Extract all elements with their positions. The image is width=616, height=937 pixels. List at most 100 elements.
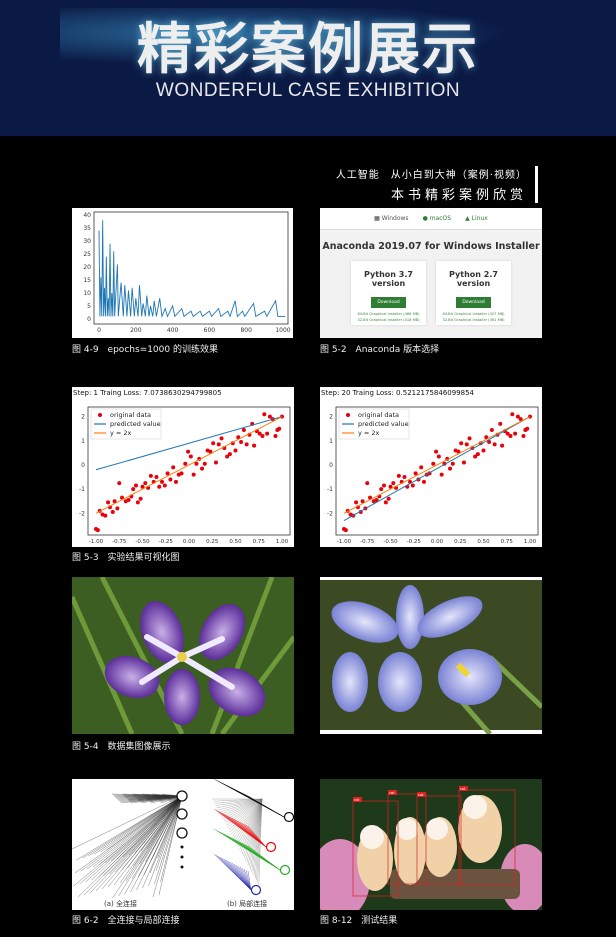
subcaption-a: (a) 全连接: [104, 900, 137, 908]
data-point: [131, 487, 136, 492]
data-point: [391, 481, 396, 486]
detection-label: cat: [354, 798, 360, 802]
connection-line: [233, 863, 252, 891]
detection-label-bg: [459, 786, 468, 791]
data-point: [521, 433, 526, 438]
data-point: [475, 452, 480, 457]
data-point: [487, 440, 492, 445]
data-point: [518, 417, 523, 422]
data-point: [277, 426, 282, 431]
figure-caption: 图 6-2 全连接与局部连接: [72, 916, 180, 926]
os-tabs: ▦ Windows ● macOS ▲ Linux: [320, 208, 542, 230]
data-point: [202, 461, 207, 466]
data-point: [498, 421, 503, 426]
data-point: [135, 500, 140, 505]
connection-line: [250, 798, 263, 870]
data-point: [528, 414, 532, 419]
data-point: [216, 442, 221, 447]
x-tick-label: -0.75: [112, 539, 127, 545]
data-point: [510, 412, 515, 417]
connection-line: [247, 870, 252, 891]
connection-line: [88, 795, 183, 857]
connection-line: [151, 795, 183, 861]
connection-line: [246, 798, 263, 863]
data-point: [211, 441, 216, 446]
x-tick-label: 800: [240, 327, 252, 334]
download-button[interactable]: Download: [371, 297, 406, 308]
x-tick-label: -1.00: [337, 539, 352, 545]
data-point: [186, 449, 191, 454]
data-point: [95, 528, 100, 533]
data-point: [200, 466, 205, 471]
neuron: [283, 811, 294, 823]
installer-link[interactable]: 32-Bit Graphical Installer (418 MB): [357, 318, 420, 322]
data-point: [157, 484, 162, 489]
python37-card: Python 3.7 version Download 64-Bit Graph…: [351, 261, 426, 325]
data-point: [225, 454, 230, 459]
detection-label-bg: [417, 792, 426, 797]
figure-caption: 图 4-9 epochs=1000 的训练效果: [72, 345, 218, 355]
chart-title: Step: 20 Traing Loss: 0.5212175846099854: [321, 389, 475, 397]
data-point: [473, 454, 478, 459]
connection-line: [239, 866, 252, 891]
scatter-chart: Step: 1 Traing Loss: 7.073863029479980​5…: [73, 389, 291, 545]
data-point: [126, 497, 131, 502]
page-title: 精彩案例展示: [136, 17, 479, 81]
installer-link[interactable]: 64-Bit Graphical Installer (486 MB): [357, 312, 420, 316]
data-point: [492, 442, 497, 447]
data-point: [368, 495, 373, 500]
connection-line: [247, 845, 281, 871]
data-point: [252, 443, 257, 448]
tab-macos[interactable]: ● macOS: [422, 215, 452, 222]
data-point: [464, 442, 469, 447]
data-point: [402, 475, 407, 480]
ellipsis-dot: [180, 855, 184, 859]
data-point: [525, 426, 530, 431]
data-point: [379, 487, 384, 492]
y-tick-label: 0: [81, 462, 85, 469]
data-point: [103, 513, 108, 518]
connection-line: [251, 798, 263, 872]
data-point: [257, 431, 262, 436]
connection-line: [146, 795, 183, 850]
connection-line: [231, 798, 263, 835]
legend-label: y = 2x: [110, 429, 132, 437]
iris-image-2: [320, 577, 542, 734]
x-tick-label: 0.25: [206, 539, 219, 545]
connection-line: [247, 795, 285, 818]
connection-line: [228, 798, 263, 830]
apple-icon: ●: [422, 215, 428, 222]
connection-line: [100, 795, 183, 853]
connection-line: [238, 798, 263, 848]
legend-label: predicted value: [358, 420, 409, 428]
connection-line: [223, 798, 263, 822]
connection-line: [139, 795, 183, 865]
connection-line: [128, 795, 183, 856]
tab-windows[interactable]: ▦ Windows: [374, 215, 409, 222]
tab-linux[interactable]: ▲ Linux: [465, 215, 488, 222]
page-subtitle: WONDERFUL CASE EXHIBITION: [155, 80, 461, 101]
data-point: [110, 510, 115, 515]
x-tick-label: 0.75: [501, 539, 514, 545]
connection-line: [72, 795, 183, 850]
data-point: [360, 499, 365, 504]
python27-card: Python 2.7 version Download 64-Bit Graph…: [436, 261, 511, 325]
ellipsis-dot: [180, 845, 184, 849]
installer-link[interactable]: 32-Bit Graphical Installer (361 MB): [442, 318, 505, 322]
legend-label: predicted value: [110, 420, 161, 428]
connection-line: [148, 795, 183, 887]
data-point: [106, 500, 111, 505]
detection-label: cat: [389, 791, 395, 795]
installer-link[interactable]: 64-Bit Graphical Installer (427 MB): [442, 312, 505, 316]
download-button[interactable]: Download: [456, 297, 491, 308]
cat-detection-image: cat cat cat cat: [320, 779, 542, 910]
connection-line: [145, 795, 183, 863]
legend-label: original data: [110, 411, 151, 419]
anaconda-screenshot: ▦ Windows ● macOS ▲ Linux Anaconda 2019.…: [320, 208, 542, 338]
x-tick-label: -0.25: [407, 539, 422, 545]
connection-line: [157, 795, 183, 859]
scatter-panel-step20: Step: 20 Traing Loss: 0.5212175846099854…: [320, 387, 542, 547]
tagline-line2: 本书精彩案例欣赏: [390, 188, 527, 203]
x-tick-label: 400: [167, 327, 179, 334]
